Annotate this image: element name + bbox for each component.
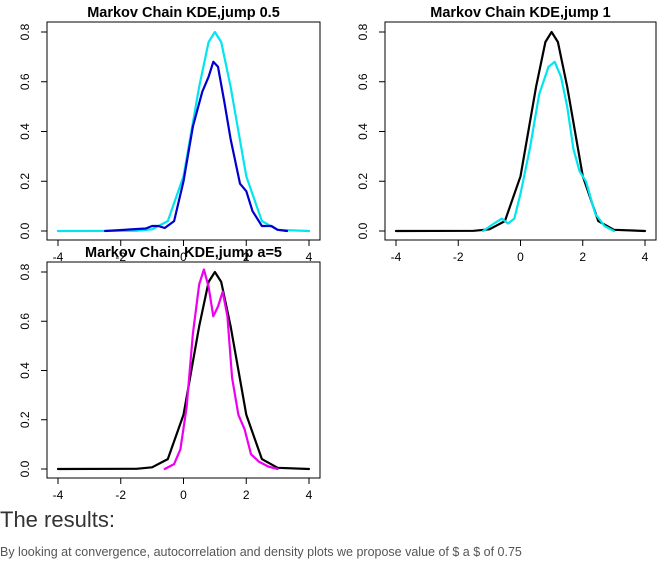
results-text: By looking at convergence, autocorrelati… [0, 545, 522, 559]
density-line-2 [163, 268, 279, 471]
chart-title: Markov Chain KDE,jump 0.5 [87, 5, 280, 21]
y-tick-label: 0.2 [18, 173, 32, 190]
chart-title: Markov Chain KDE,jump 1 [430, 5, 610, 21]
y-tick-label: 0.4 [18, 362, 32, 379]
x-tick-label: 0 [180, 250, 187, 264]
plot-frame [46, 261, 321, 479]
chart-title: Markov Chain KDE,jump a=5 [85, 245, 282, 261]
y-tick-label: 0.2 [18, 411, 32, 428]
plot-frame [46, 21, 321, 241]
density-line-2 [482, 60, 616, 233]
x-tick-label: 0 [180, 488, 187, 500]
x-tick-label: -4 [53, 488, 64, 500]
x-tick-label: 4 [306, 250, 313, 264]
kde-panel-3: -4 -2 0 2 4 0.0 0.2 0.4 0.6 0.8 Markov Chain KDE,j… [18, 245, 321, 500]
y-tick-label: 0.6 [18, 73, 32, 90]
x-tick-label: -2 [115, 250, 126, 264]
x-tick-label: 4 [306, 488, 313, 500]
x-tick-label: -2 [453, 250, 464, 264]
y-tick-label: 0.0 [356, 222, 370, 239]
y-tick-label: 0.6 [18, 313, 32, 330]
y-tick-label: 0.0 [18, 222, 32, 239]
x-tick-label: -2 [115, 488, 126, 500]
x-tick-label: 2 [243, 250, 250, 264]
y-tick-label: 0.0 [18, 460, 32, 477]
x-tick-label: 2 [243, 488, 250, 500]
kde-panel-2: -4 -2 0 2 4 0.0 0.2 0.4 0.6 0.8 Markov Chain KDE,j… [356, 5, 657, 264]
y-tick-label: 0.8 [18, 23, 32, 40]
x-tick-label: 4 [642, 250, 649, 264]
density-line-1 [56, 270, 311, 471]
density-line-1 [56, 30, 311, 233]
y-tick-label: 0.4 [18, 123, 32, 140]
kde-plots: -4 -2 0 2 4 0.0 0.2 0.4 0.6 0.8 Markov Chain KDE,j… [18, 5, 657, 500]
density-line-2 [103, 60, 289, 233]
y-tick-label: 0.4 [356, 123, 370, 140]
y-tick-label: 0.8 [356, 23, 370, 40]
density-line-1 [394, 30, 647, 233]
plot-frame [384, 21, 657, 241]
y-tick-label: 0.8 [18, 263, 32, 280]
x-tick-label: -4 [53, 250, 64, 264]
x-tick-label: 0 [517, 250, 524, 264]
x-tick-label: -4 [391, 250, 402, 264]
x-tick-label: 2 [579, 250, 586, 264]
kde-panel-1: -4 -2 0 2 4 0.0 0.2 0.4 0.6 0.8 Markov Chain KDE,j… [18, 5, 321, 264]
results-heading: The results: [0, 507, 115, 532]
y-tick-label: 0.2 [356, 173, 370, 190]
y-tick-label: 0.6 [356, 73, 370, 90]
